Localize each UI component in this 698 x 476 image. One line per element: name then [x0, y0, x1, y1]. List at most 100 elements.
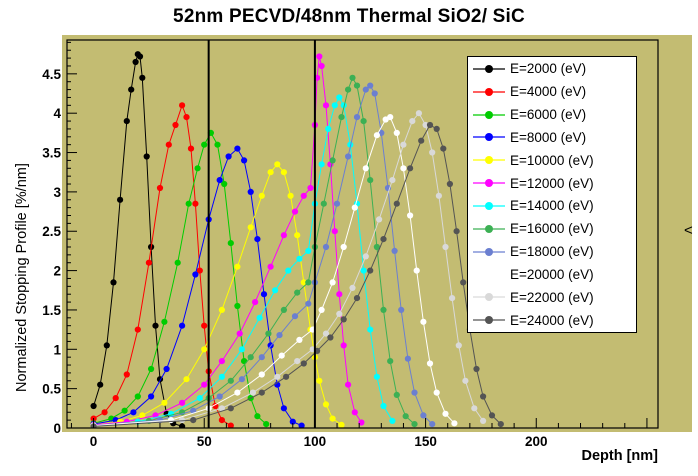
data-marker — [471, 405, 478, 412]
data-marker — [420, 412, 427, 419]
data-marker — [179, 322, 186, 329]
series-10 — [90, 110, 487, 428]
data-marker — [316, 53, 323, 60]
data-marker — [192, 271, 199, 278]
data-marker — [429, 149, 436, 156]
data-marker — [274, 373, 281, 380]
data-marker — [402, 413, 409, 420]
data-marker — [409, 118, 416, 125]
data-marker — [97, 381, 104, 388]
data-marker — [247, 188, 254, 195]
data-marker — [183, 114, 190, 121]
data-marker — [187, 145, 195, 152]
data-marker — [241, 157, 248, 164]
x-tick-label: 200 — [525, 434, 548, 449]
data-marker — [480, 393, 487, 400]
data-marker — [218, 405, 225, 412]
data-marker — [497, 421, 504, 428]
data-marker — [329, 279, 336, 286]
data-marker — [380, 236, 387, 243]
data-marker — [433, 125, 440, 132]
data-marker — [340, 316, 347, 323]
data-marker — [367, 177, 374, 184]
data-marker — [351, 204, 358, 211]
data-marker — [112, 395, 119, 402]
data-marker — [345, 153, 352, 160]
data-marker — [267, 263, 274, 270]
data-marker — [179, 102, 186, 109]
stray-caret-glyph: < — [684, 222, 693, 239]
legend-marker-icon — [473, 201, 505, 210]
data-marker — [353, 82, 361, 89]
data-marker — [451, 420, 458, 427]
data-marker — [305, 279, 312, 286]
data-marker — [351, 409, 358, 416]
legend-label: E=22000 (eV) — [510, 289, 594, 305]
data-marker — [143, 153, 150, 160]
data-marker — [433, 389, 440, 396]
legend-label: E=18000 (eV) — [510, 244, 594, 260]
tick-labels: 0 50 100 150 200 0 0.5 1 1.5 2 2.5 3 3.5 4 4.5 — [42, 67, 547, 449]
data-marker — [280, 306, 287, 313]
data-marker — [291, 208, 299, 215]
data-marker — [238, 376, 245, 383]
legend-label: E=6000 (eV) — [510, 107, 587, 123]
data-marker — [367, 82, 374, 89]
data-marker — [123, 118, 130, 125]
data-marker — [336, 310, 343, 317]
data-marker — [300, 192, 307, 199]
data-marker — [298, 422, 305, 428]
data-marker — [294, 358, 301, 365]
data-marker — [411, 389, 418, 396]
data-marker — [426, 121, 434, 129]
data-marker — [389, 417, 396, 424]
data-marker — [373, 243, 380, 251]
data-marker — [329, 157, 336, 164]
data-marker — [400, 141, 407, 148]
data-marker — [280, 232, 287, 239]
legend-label: E=8000 (eV) — [510, 129, 587, 145]
legend-marker-icon — [473, 293, 505, 302]
data-marker — [393, 129, 400, 136]
data-marker — [267, 169, 274, 176]
data-marker — [331, 228, 338, 235]
series-8 — [90, 82, 436, 428]
data-marker — [413, 267, 420, 274]
data-marker — [247, 224, 254, 231]
data-marker — [391, 247, 398, 254]
data-marker — [358, 419, 365, 426]
legend-label: E=10000 (eV) — [510, 152, 594, 168]
data-marker — [367, 267, 374, 274]
data-marker — [407, 165, 414, 172]
data-marker — [90, 402, 97, 410]
data-marker — [418, 137, 425, 144]
data-marker — [294, 232, 301, 239]
data-marker — [435, 192, 442, 199]
data-marker — [136, 53, 144, 60]
data-marker — [393, 391, 400, 398]
data-marker — [117, 196, 124, 203]
data-marker — [322, 243, 330, 251]
data-marker — [442, 243, 449, 251]
data-marker — [329, 415, 336, 422]
data-marker — [422, 121, 429, 129]
data-marker — [338, 114, 345, 121]
legend-entry: E=16000 (eV) — [468, 218, 636, 240]
data-marker — [218, 373, 225, 380]
chart-title: 52nm PECVD/48nm Thermal SiO2/ SiC — [173, 6, 525, 27]
data-marker — [345, 86, 352, 93]
data-marker — [285, 267, 292, 274]
data-marker — [216, 393, 223, 400]
x-tick-label: 50 — [197, 434, 212, 449]
data-marker — [322, 330, 330, 337]
data-marker — [362, 253, 369, 260]
legend-entry: E=12000 (eV) — [468, 172, 636, 194]
data-marker — [380, 306, 387, 313]
data-marker — [174, 259, 181, 266]
legend-entry: E=10000 (eV) — [468, 149, 636, 171]
legend-label: E=12000 (eV) — [510, 175, 594, 191]
data-marker — [254, 236, 261, 243]
series-line — [93, 163, 342, 426]
data-marker — [196, 395, 203, 402]
data-marker — [362, 165, 369, 172]
